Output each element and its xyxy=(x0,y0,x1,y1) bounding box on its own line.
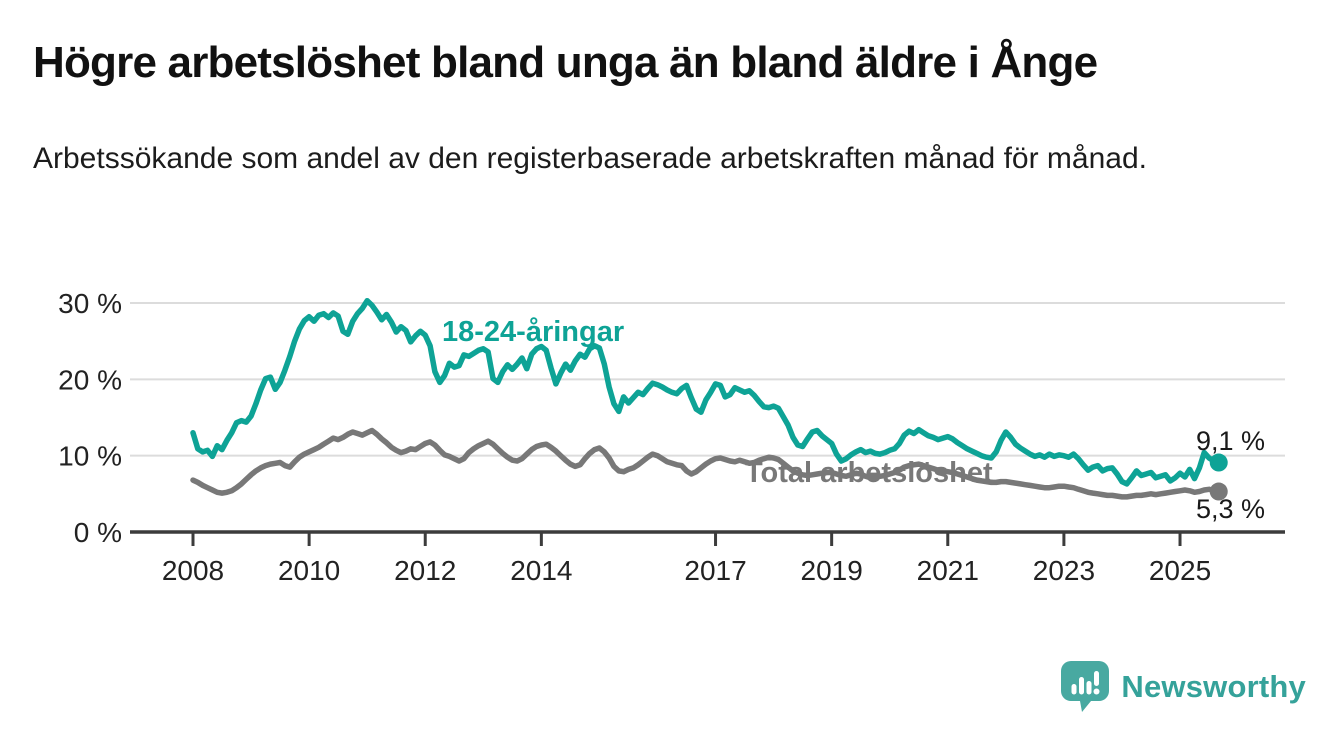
svg-text:2023: 2023 xyxy=(1033,555,1095,586)
svg-text:2021: 2021 xyxy=(917,555,979,586)
svg-text:2019: 2019 xyxy=(801,555,863,586)
svg-text:2012: 2012 xyxy=(394,555,456,586)
svg-text:0 %: 0 % xyxy=(74,517,122,548)
svg-text:2008: 2008 xyxy=(162,555,224,586)
chart-subtitle: Arbetssökande som andel av den registerb… xyxy=(33,142,1147,175)
svg-text:20 %: 20 % xyxy=(58,364,122,395)
end-value-total: 5,3 % xyxy=(1196,494,1266,524)
svg-text:2010: 2010 xyxy=(278,555,340,586)
newsworthy-logo: Newsworthy xyxy=(1061,661,1306,712)
series-label-total: Total arbetslöshet xyxy=(745,457,993,489)
svg-text:10 %: 10 % xyxy=(58,441,122,472)
svg-text:2014: 2014 xyxy=(510,555,572,586)
svg-text:2017: 2017 xyxy=(684,555,746,586)
brand-name: Newsworthy xyxy=(1121,668,1306,704)
svg-text:2025: 2025 xyxy=(1149,555,1211,586)
series-label-young: 18-24-åringar xyxy=(442,316,625,348)
end-value-young: 9,1 % xyxy=(1196,426,1266,456)
speech-bubble-bar-chart-icon xyxy=(1061,661,1110,712)
page-title: Högre arbetslöshet bland unga än bland ä… xyxy=(33,38,1098,87)
svg-text:30 %: 30 % xyxy=(58,288,122,319)
